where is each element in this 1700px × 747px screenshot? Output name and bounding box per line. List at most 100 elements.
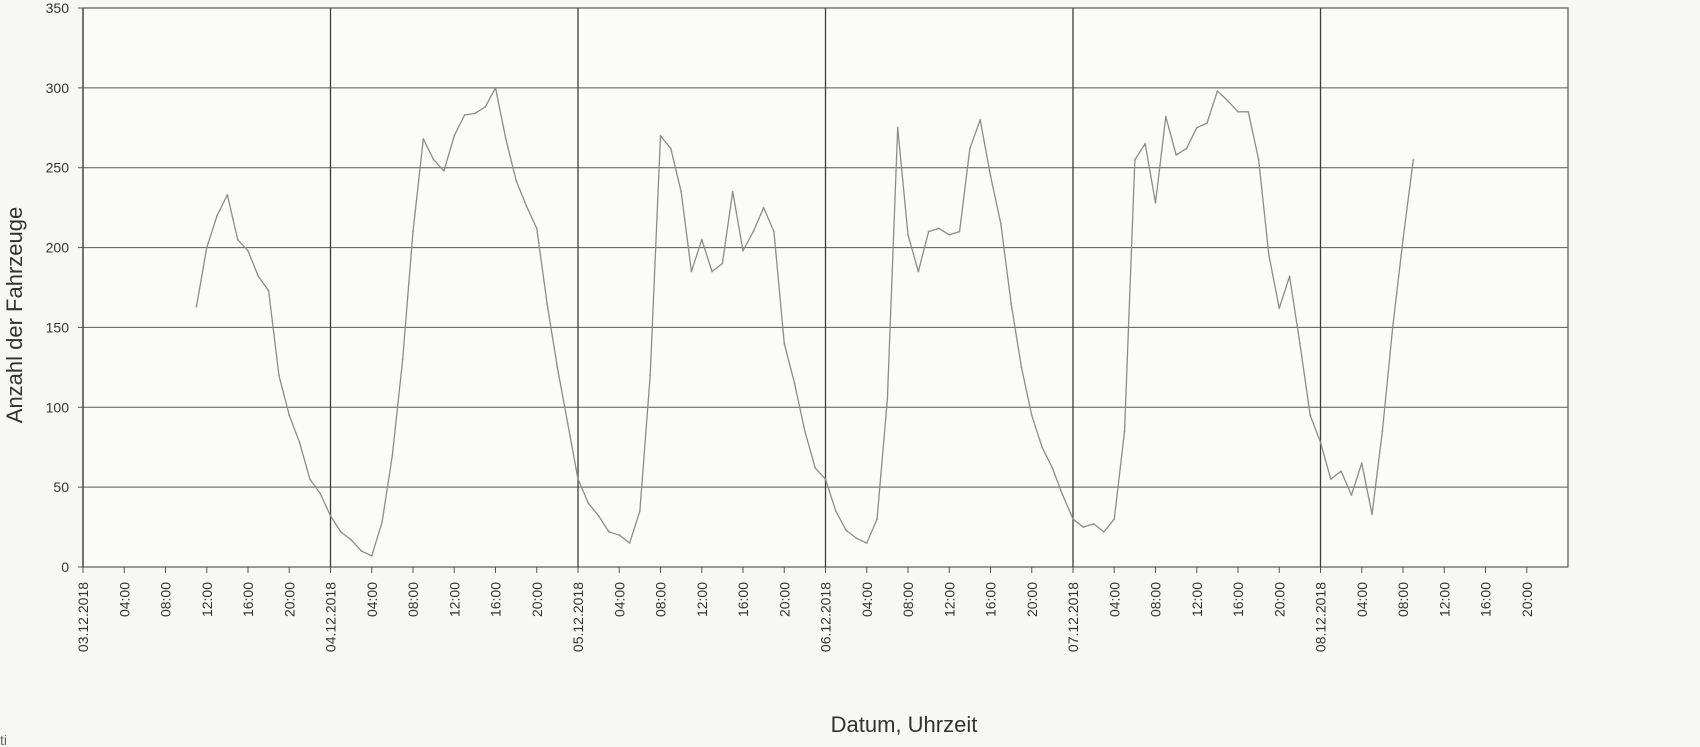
x-tick-label: 04:00 xyxy=(116,582,132,617)
traffic-data-point xyxy=(411,230,415,233)
traffic-data-point xyxy=(246,249,250,252)
axis-layer xyxy=(78,7,1528,573)
traffic-data-point xyxy=(484,105,487,109)
x-tick-label: 12:00 xyxy=(941,582,957,617)
traffic-data-point xyxy=(1030,414,1033,417)
traffic-data-point xyxy=(525,204,528,208)
traffic-data-point xyxy=(948,233,951,236)
x-tick-label: 04:00 xyxy=(611,582,627,617)
x-tick-label: 04:00 xyxy=(364,582,380,617)
traffic-data-point xyxy=(824,478,827,481)
traffic-data-point xyxy=(463,113,466,117)
traffic-data-point xyxy=(1381,430,1384,433)
traffic-data-point xyxy=(618,533,621,537)
x-tick-label: 20:00 xyxy=(1024,582,1040,617)
x-tick-label: 04:00 xyxy=(859,582,875,617)
traffic-data-point xyxy=(1071,517,1075,521)
traffic-data-point xyxy=(937,227,941,230)
x-tick-label: 12:00 xyxy=(1189,582,1205,617)
grid-layer xyxy=(82,7,1569,568)
traffic-data-point xyxy=(1195,126,1198,129)
y-tick-label: 300 xyxy=(46,80,70,96)
x-tick-label: 07.12.2018 xyxy=(1065,582,1081,652)
traffic-data-point xyxy=(504,137,507,141)
traffic-data-point xyxy=(1061,494,1064,497)
traffic-data-point xyxy=(968,147,971,150)
traffic-data-point xyxy=(432,158,435,161)
x-tick-label: 16:00 xyxy=(983,582,999,617)
traffic-data-point xyxy=(690,270,693,273)
traffic-data-point xyxy=(226,193,229,196)
x-tick-label: 04:00 xyxy=(1354,582,1370,617)
y-tick-label: 350 xyxy=(46,0,70,16)
traffic-data-point xyxy=(257,275,260,278)
traffic-data-point xyxy=(545,302,549,305)
traffic-data-point xyxy=(1040,446,1044,449)
x-tick-label: 08:00 xyxy=(405,582,421,617)
traffic-data-point xyxy=(793,382,796,385)
x-tick-label: 12:00 xyxy=(694,582,710,617)
traffic-data-point xyxy=(1175,153,1178,157)
traffic-data-point xyxy=(1412,158,1415,161)
traffic-data-point xyxy=(360,549,363,553)
traffic-data-point xyxy=(875,517,879,521)
x-tick-label: 20:00 xyxy=(776,582,792,617)
x-tick-label: 05.12.2018 xyxy=(570,582,586,652)
y-tick-label: 150 xyxy=(46,319,70,335)
traffic-data-point xyxy=(1123,430,1126,433)
traffic-series-line xyxy=(195,87,1414,557)
traffic-data-point xyxy=(1092,522,1095,525)
traffic-data-point xyxy=(1267,254,1271,257)
x-tick-label: 20:00 xyxy=(1519,582,1535,617)
traffic-data-point xyxy=(215,214,219,217)
traffic-data-point xyxy=(370,554,373,557)
traffic-data-point xyxy=(741,249,745,252)
x-tick-label: 12:00 xyxy=(199,582,215,617)
traffic-data-point xyxy=(494,86,497,89)
traffic-data-point xyxy=(1309,414,1312,417)
x-tick-label: 20:00 xyxy=(281,582,297,617)
traffic-data-point xyxy=(803,430,806,433)
traffic-data-point xyxy=(1360,462,1363,465)
traffic-data-point xyxy=(587,502,590,505)
traffic-data-point xyxy=(865,541,868,545)
corner-note: ti xyxy=(0,732,7,747)
traffic-data-point xyxy=(1051,466,1054,470)
traffic-data-point xyxy=(1144,142,1147,145)
traffic-data-point xyxy=(391,454,394,457)
traffic-data-point xyxy=(700,238,703,241)
x-tick-label: 16:00 xyxy=(488,582,504,617)
traffic-data-point xyxy=(319,492,322,495)
traffic-data-point xyxy=(1288,275,1291,278)
y-tick-label: 50 xyxy=(53,479,69,495)
traffic-data-point xyxy=(1350,494,1353,497)
traffic-data-point xyxy=(649,374,652,377)
traffic-data-point xyxy=(886,398,889,401)
traffic-data-point xyxy=(1391,326,1394,329)
x-tick-label: 06.12.2018 xyxy=(818,582,834,652)
traffic-data-point xyxy=(731,190,734,193)
traffic-data-point xyxy=(989,174,992,177)
traffic-data-point xyxy=(566,422,569,425)
traffic-data-point xyxy=(906,233,910,236)
x-tick-label: 16:00 xyxy=(1478,582,1494,617)
traffic-data-point xyxy=(1113,517,1116,521)
traffic-data-point xyxy=(288,414,291,417)
traffic-data-point xyxy=(350,538,353,541)
traffic-data-point xyxy=(772,230,776,233)
traffic-data-point xyxy=(1185,147,1188,150)
y-tick-label: 250 xyxy=(46,160,70,176)
traffic-data-point xyxy=(1401,238,1405,241)
traffic-data-point xyxy=(298,441,301,444)
traffic-data-point xyxy=(845,529,848,532)
traffic-data-point xyxy=(979,118,982,121)
traffic-data-point xyxy=(752,230,755,233)
traffic-data-point xyxy=(339,530,342,533)
traffic-data-point xyxy=(1370,513,1374,516)
traffic-data-point xyxy=(762,206,765,209)
traffic-data-point xyxy=(783,342,786,345)
y-tick-label: 0 xyxy=(61,559,69,575)
traffic-data-point xyxy=(1278,307,1281,310)
traffic-data-point xyxy=(917,270,920,273)
